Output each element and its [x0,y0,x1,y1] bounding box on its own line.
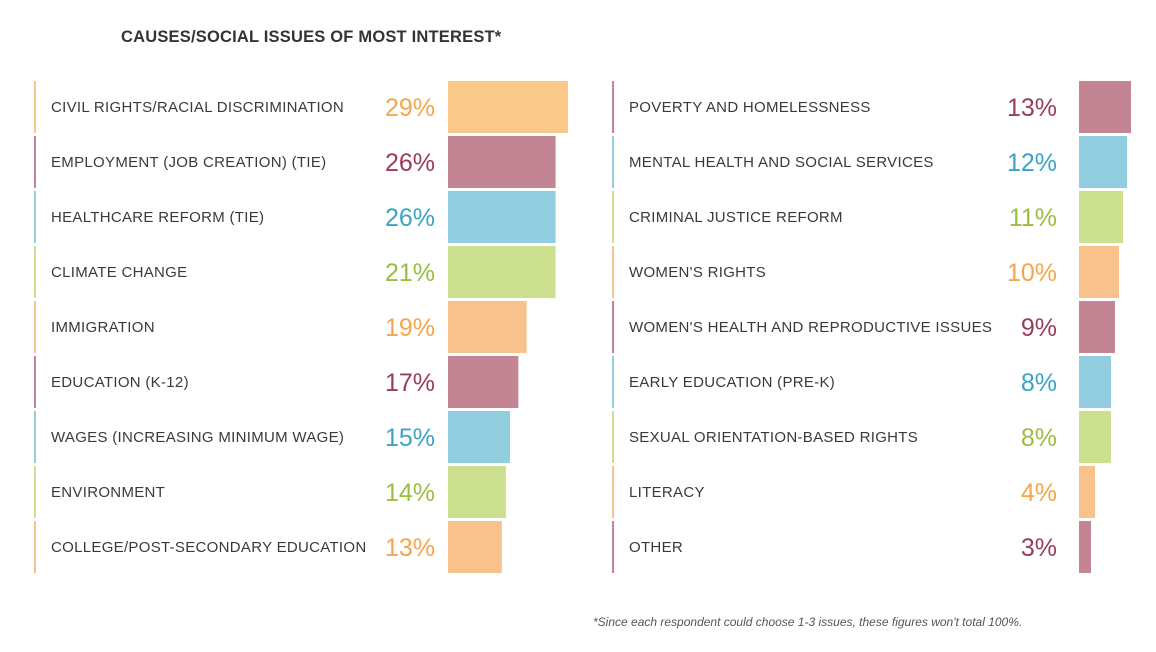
right-row-accent-1 [612,136,614,188]
left-bar-2 [448,191,556,243]
left-category-label-7: ENVIRONMENT [51,484,165,501]
right-value-label-6: 8% [1021,424,1057,452]
left-bar-0 [448,81,568,133]
right-bar-0 [1079,81,1131,133]
left-bar-5 [448,356,519,408]
right-row-accent-5 [612,356,614,408]
left-value-label-5: 17% [385,369,435,397]
left-row-accent-5 [34,356,36,408]
left-category-label-3: CLIMATE CHANGE [51,264,187,281]
left-value-label-7: 14% [385,479,435,507]
left-bar-7 [448,466,506,518]
right-value-label-3: 10% [1007,259,1057,287]
left-row-accent-8 [34,521,36,573]
chart-title: CAUSES/SOCIAL ISSUES OF MOST INTEREST* [121,28,502,46]
left-value-label-2: 26% [385,204,435,232]
left-value-label-4: 19% [385,314,435,342]
right-row-accent-2 [612,191,614,243]
right-bar-chart-svg: POVERTY AND HOMELESSNESS 13% MENTAL HEALTH… [612,81,1131,573]
left-bar-3 [448,246,556,298]
right-bar-8 [1079,521,1091,573]
left-category-label-0: CIVIL RIGHTS/RACIAL DISCRIMINATION [51,99,344,116]
left-category-label-8: COLLEGE/POST-SECONDARY EDUCATION [51,539,367,556]
right-value-label-5: 8% [1021,369,1057,397]
left-value-label-8: 13% [385,534,435,562]
left-bar-chart-svg: CIVIL RIGHTS/RACIAL DISCRIMINATION 29% EMP… [34,81,568,573]
footnote: *Since each respondent could choose 1-3 … [593,615,1023,629]
left-value-label-1: 26% [385,149,435,177]
left-row-accent-2 [34,191,36,243]
right-bar-2 [1079,191,1123,243]
left-category-label-4: IMMIGRATION [51,319,155,336]
left-bar-chart: CIVIL RIGHTS/RACIAL DISCRIMINATION 29% EMP… [33,81,593,576]
left-value-label-0: 29% [385,94,435,122]
left-category-label-5: EDUCATION (K-12) [51,374,189,391]
right-value-label-2: 11% [1009,204,1057,232]
right-bar-chart: POVERTY AND HOMELESSNESS 13% MENTAL HEALTH… [611,81,1156,576]
left-value-label-6: 15% [385,424,435,452]
right-category-label-4: WOMEN'S HEALTH AND REPRODUCTIVE ISSUES [629,319,992,336]
left-row-accent-4 [34,301,36,353]
left-bar-6 [448,411,511,463]
right-value-label-8: 3% [1021,534,1057,562]
right-category-label-0: POVERTY AND HOMELESSNESS [629,99,871,116]
right-bar-7 [1079,466,1095,518]
right-value-label-0: 13% [1007,94,1057,122]
right-value-label-7: 4% [1021,479,1057,507]
right-bar-3 [1079,246,1119,298]
left-category-label-1: EMPLOYMENT (JOB CREATION) (TIE) [51,154,326,171]
left-value-label-3: 21% [385,259,435,287]
right-bar-4 [1079,301,1115,353]
right-row-accent-7 [612,466,614,518]
right-category-label-5: EARLY EDUCATION (PRE-K) [629,374,835,391]
right-category-label-1: MENTAL HEALTH AND SOCIAL SERVICES [629,154,934,171]
right-category-label-8: OTHER [629,539,683,556]
left-row-accent-1 [34,136,36,188]
right-row-accent-6 [612,411,614,463]
left-bar-1 [448,136,556,188]
left-row-accent-7 [34,466,36,518]
right-category-label-6: SEXUAL ORIENTATION-BASED RIGHTS [629,429,918,446]
right-bar-6 [1079,411,1111,463]
left-bar-8 [448,521,502,573]
right-row-accent-3 [612,246,614,298]
right-bar-1 [1079,136,1127,188]
right-category-label-7: LITERACY [629,484,705,501]
left-category-label-6: WAGES (INCREASING MINIMUM WAGE) [51,429,344,446]
right-row-accent-4 [612,301,614,353]
left-category-label-2: HEALTHCARE REFORM (TIE) [51,209,264,226]
left-row-accent-0 [34,81,36,133]
left-bar-4 [448,301,527,353]
right-row-accent-8 [612,521,614,573]
left-row-accent-3 [34,246,36,298]
right-category-label-3: WOMEN'S RIGHTS [629,264,766,281]
right-value-label-4: 9% [1021,314,1057,342]
right-row-accent-0 [612,81,614,133]
right-category-label-2: CRIMINAL JUSTICE REFORM [629,209,843,226]
right-bar-5 [1079,356,1111,408]
left-row-accent-6 [34,411,36,463]
right-value-label-1: 12% [1007,149,1057,177]
